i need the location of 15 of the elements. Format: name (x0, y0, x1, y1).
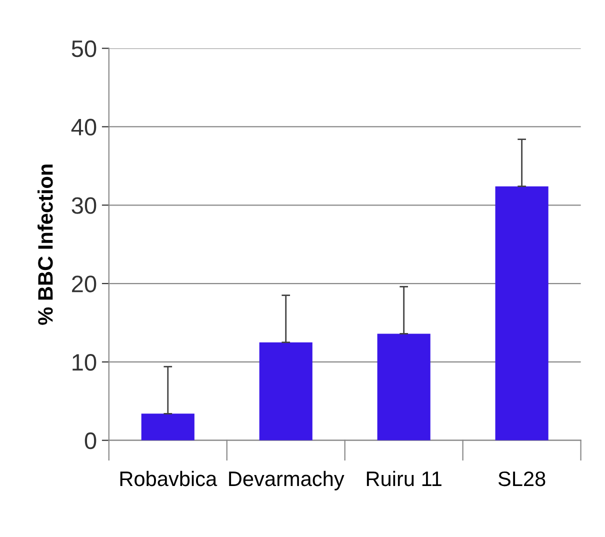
y-tick-label: 30 (72, 197, 96, 214)
y-tick-label: 50 (72, 40, 96, 58)
bar (377, 334, 430, 440)
y-tick-label: 40 (71, 118, 96, 136)
y-tick-label: 0 (84, 432, 96, 450)
bar (259, 342, 312, 440)
x-tick-label: Ruiru 11 (366, 470, 442, 486)
x-tick-label: Devarmachy (229, 470, 344, 490)
bar (141, 414, 194, 440)
y-tick-label: 20 (72, 276, 96, 292)
y-axis-title: % BBC Infection (38, 164, 53, 325)
y-tick-label: 10 (72, 354, 96, 371)
bar (495, 186, 548, 440)
x-tick-label: SL28 (498, 471, 546, 486)
x-tick-label: Robavbica (120, 470, 218, 486)
